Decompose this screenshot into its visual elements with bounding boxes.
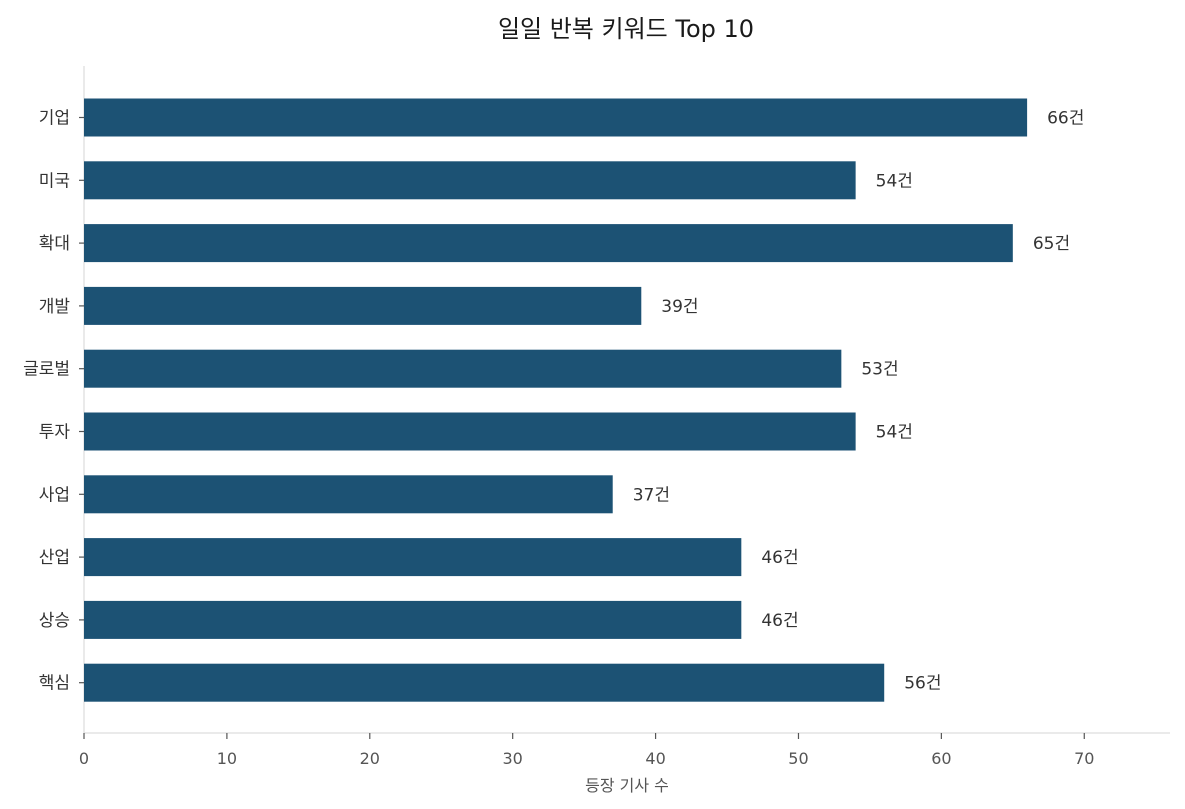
x-tick-label: 0	[79, 749, 89, 768]
bar	[84, 98, 1028, 137]
category-label: 상승	[39, 611, 70, 631]
x-tick-label: 40	[645, 749, 665, 768]
bar	[84, 663, 885, 702]
x-tick-label: 20	[360, 749, 380, 768]
x-tick-label: 50	[788, 749, 808, 768]
category-label: 산업	[39, 548, 70, 568]
x-ticks-group: 0 10 20 30 40 50 60 70	[79, 733, 1094, 768]
category-label: 핵심	[39, 674, 70, 694]
data-label: 56건	[904, 674, 941, 694]
category-label: 사업	[39, 485, 70, 505]
data-label: 66건	[1047, 109, 1084, 129]
bar	[84, 349, 842, 388]
x-tick-label: 10	[217, 749, 237, 768]
bar	[84, 600, 742, 639]
x-axis-title: 등장 기사 수	[585, 776, 669, 795]
category-label: 기업	[39, 109, 70, 129]
data-label: 46건	[761, 548, 798, 568]
bar	[84, 538, 742, 577]
chart-title: 일일 반복 키워드 Top 10	[498, 15, 754, 43]
bar	[84, 286, 642, 325]
x-tick-label: 60	[931, 749, 951, 768]
data-label: 54건	[876, 423, 913, 443]
bar	[84, 475, 613, 514]
data-label: 39건	[661, 297, 698, 317]
data-label: 65건	[1033, 234, 1070, 254]
data-label: 53건	[861, 360, 898, 380]
data-label: 37건	[633, 485, 670, 505]
category-label: 글로벌	[23, 360, 70, 380]
data-label: 46건	[761, 611, 798, 631]
x-tick-label: 70	[1074, 749, 1094, 768]
bar	[84, 161, 856, 200]
x-tick-label: 30	[503, 749, 523, 768]
bar	[84, 412, 856, 451]
category-label: 미국	[39, 171, 70, 191]
category-label: 개발	[39, 297, 71, 317]
category-label: 확대	[39, 234, 70, 254]
bar	[84, 224, 1013, 263]
category-label: 투자	[39, 423, 71, 443]
data-label: 54건	[876, 171, 913, 191]
